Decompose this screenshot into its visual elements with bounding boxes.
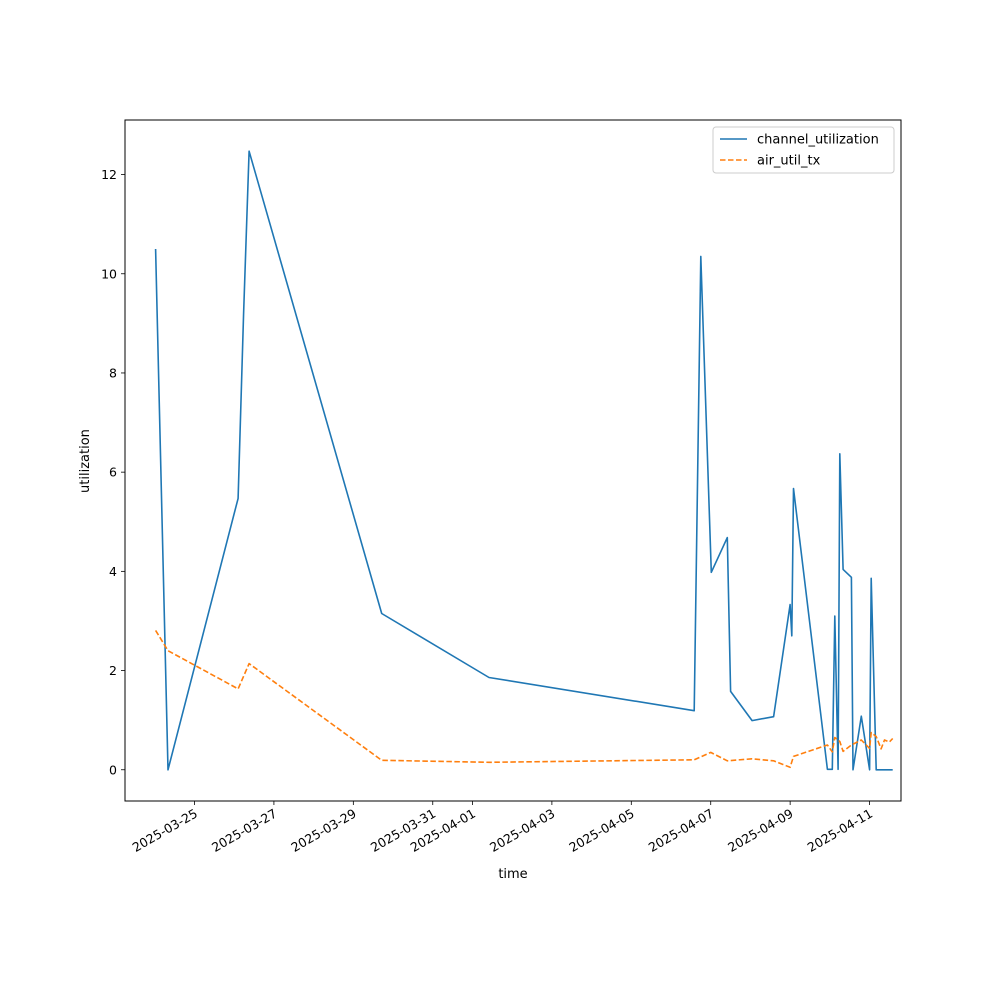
legend: channel_utilization air_util_tx [712,126,895,174]
series-layer [154,150,894,771]
y-tick-label: 12 [101,167,117,182]
y-tick-label: 6 [109,465,117,480]
y-axis: 0 2 4 6 8 10 12 [101,167,125,777]
x-axis-label: time [498,867,527,882]
plot-area [124,119,902,802]
y-tick-label: 8 [109,365,117,380]
series-line-channel-utilization [154,150,893,771]
legend-label-air-util-tx: air_util_tx [757,154,821,169]
y-tick-label: 4 [109,564,117,579]
legend-label-channel-utilization: channel_utilization [757,133,879,148]
axes-frame [124,119,902,802]
y-axis-label: utilization [78,429,93,493]
legend-box [712,126,895,174]
y-tick-label: 0 [109,762,117,777]
y-tick-label: 2 [109,663,117,678]
y-tick-label: 10 [101,266,117,281]
series-line-air-util-tx [154,629,894,769]
